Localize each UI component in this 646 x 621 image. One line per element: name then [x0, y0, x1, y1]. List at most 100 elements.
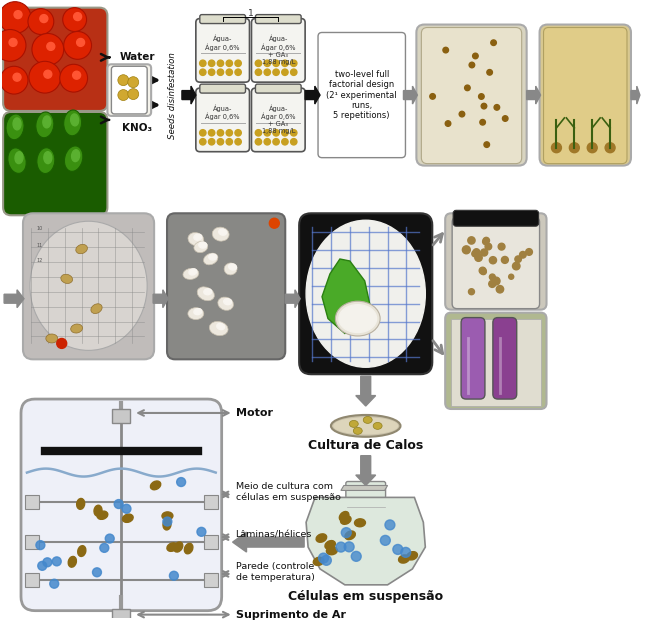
Ellipse shape	[6, 114, 24, 140]
Ellipse shape	[188, 307, 203, 320]
Circle shape	[459, 111, 464, 117]
Ellipse shape	[313, 557, 324, 566]
Text: two-level full
factorial design
(2¹ experimental
runs,
5 repetitions): two-level full factorial design (2¹ expe…	[326, 70, 397, 120]
Circle shape	[430, 94, 435, 99]
Circle shape	[28, 9, 54, 35]
Circle shape	[50, 579, 59, 588]
Ellipse shape	[77, 499, 85, 509]
Circle shape	[336, 542, 346, 552]
Circle shape	[501, 256, 508, 263]
Bar	[451, 319, 541, 406]
Circle shape	[226, 138, 233, 145]
Text: 11: 11	[37, 243, 43, 248]
Text: 12: 12	[37, 258, 43, 263]
Ellipse shape	[340, 516, 351, 524]
Circle shape	[255, 60, 262, 66]
Circle shape	[226, 130, 233, 136]
Circle shape	[489, 281, 495, 288]
Bar	[203, 496, 218, 509]
Ellipse shape	[229, 264, 236, 270]
FancyBboxPatch shape	[200, 15, 245, 24]
Circle shape	[526, 248, 532, 255]
FancyBboxPatch shape	[255, 15, 301, 24]
Ellipse shape	[44, 152, 52, 163]
Ellipse shape	[316, 534, 327, 542]
Ellipse shape	[373, 422, 382, 429]
Circle shape	[464, 85, 470, 91]
Circle shape	[255, 130, 262, 136]
Bar	[112, 609, 130, 620]
Circle shape	[273, 130, 279, 136]
Circle shape	[264, 69, 271, 75]
Circle shape	[552, 143, 561, 153]
Circle shape	[122, 504, 131, 513]
Circle shape	[485, 243, 492, 250]
Ellipse shape	[8, 148, 26, 173]
Ellipse shape	[349, 420, 359, 427]
Ellipse shape	[194, 234, 202, 240]
Circle shape	[480, 119, 485, 125]
Text: Water: Water	[120, 52, 155, 62]
FancyArrow shape	[404, 86, 417, 104]
Ellipse shape	[218, 297, 233, 310]
Ellipse shape	[334, 418, 397, 434]
Circle shape	[226, 60, 233, 66]
Ellipse shape	[407, 551, 417, 560]
Circle shape	[235, 69, 242, 75]
FancyArrow shape	[286, 290, 300, 307]
FancyBboxPatch shape	[196, 19, 249, 82]
Circle shape	[32, 34, 64, 65]
Circle shape	[209, 60, 215, 66]
Bar	[25, 535, 39, 549]
Ellipse shape	[91, 304, 102, 314]
FancyBboxPatch shape	[421, 27, 522, 163]
FancyBboxPatch shape	[445, 312, 547, 409]
Circle shape	[264, 130, 271, 136]
Text: Células em suspensão: Células em suspensão	[288, 590, 443, 603]
Circle shape	[269, 218, 279, 228]
Ellipse shape	[151, 481, 161, 490]
Circle shape	[380, 535, 390, 545]
Circle shape	[282, 138, 288, 145]
FancyBboxPatch shape	[318, 32, 406, 158]
Polygon shape	[306, 497, 425, 585]
Circle shape	[59, 65, 88, 92]
Circle shape	[481, 103, 486, 109]
Ellipse shape	[78, 546, 86, 556]
Circle shape	[37, 561, 47, 570]
FancyBboxPatch shape	[167, 213, 286, 360]
Ellipse shape	[209, 322, 228, 335]
Ellipse shape	[199, 242, 207, 248]
FancyBboxPatch shape	[346, 481, 386, 499]
Ellipse shape	[13, 118, 21, 130]
Ellipse shape	[209, 254, 216, 260]
Ellipse shape	[30, 221, 147, 350]
Circle shape	[479, 94, 484, 99]
FancyBboxPatch shape	[107, 65, 151, 116]
Ellipse shape	[65, 146, 83, 171]
Circle shape	[385, 520, 395, 530]
Circle shape	[472, 251, 478, 256]
Ellipse shape	[203, 253, 218, 265]
Circle shape	[36, 541, 45, 550]
Circle shape	[235, 138, 242, 145]
Ellipse shape	[163, 519, 171, 530]
Circle shape	[200, 130, 206, 136]
Circle shape	[0, 30, 26, 61]
Circle shape	[44, 70, 52, 78]
Ellipse shape	[68, 556, 76, 567]
Circle shape	[14, 11, 22, 19]
Circle shape	[128, 89, 139, 99]
Text: Suprimento de Ar: Suprimento de Ar	[236, 610, 346, 620]
Ellipse shape	[331, 415, 401, 437]
FancyBboxPatch shape	[255, 84, 301, 93]
Circle shape	[63, 7, 87, 32]
Circle shape	[475, 254, 482, 261]
Circle shape	[519, 252, 526, 258]
Circle shape	[72, 71, 81, 79]
Circle shape	[569, 143, 579, 153]
FancyArrow shape	[526, 86, 541, 104]
Ellipse shape	[219, 229, 227, 235]
Circle shape	[473, 53, 478, 59]
FancyBboxPatch shape	[299, 213, 432, 374]
